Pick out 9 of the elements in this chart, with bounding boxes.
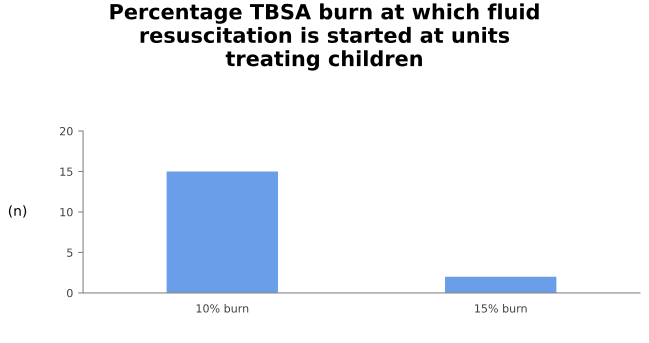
x-tick-label: 15% burn (475, 304, 527, 313)
y-tick-label: 15 (60, 168, 72, 176)
y-axis-title: (n) (8, 205, 26, 218)
y-tick-label: 10 (60, 208, 73, 216)
y-tick-label: 20 (60, 127, 73, 136)
x-tick-label: 10% burn (196, 304, 248, 313)
y-tick-label: 5 (67, 248, 72, 257)
chart-title: Percentage TBSA burn at which fluid resuscitation is started at units treating children (110, 3, 539, 71)
y-tick-label: 0 (67, 288, 73, 298)
